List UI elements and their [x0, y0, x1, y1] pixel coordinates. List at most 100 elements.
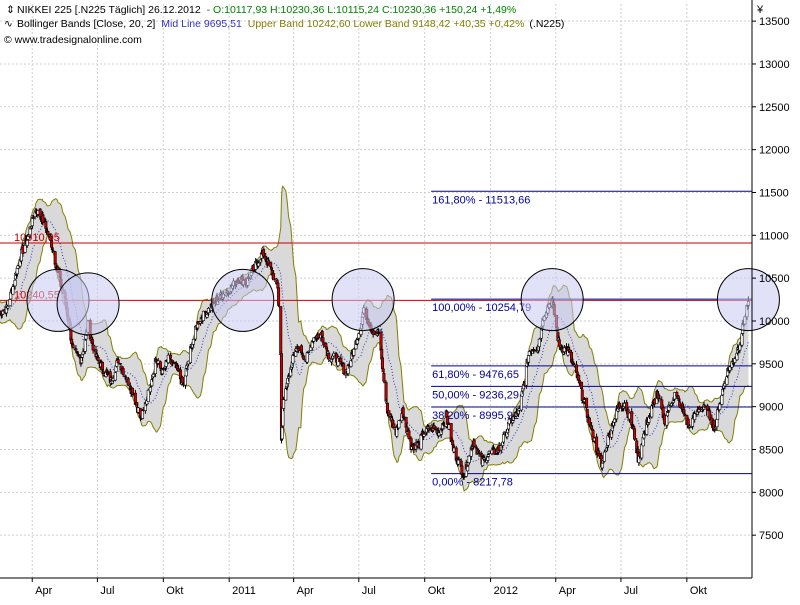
grid-layer [0, 4, 752, 578]
candle-body [280, 427, 284, 440]
candle-body [53, 251, 57, 265]
candle-body [26, 236, 30, 240]
y-tick-label: 9500 [759, 359, 783, 371]
candle-body [168, 354, 172, 359]
candle-body [51, 250, 55, 252]
candle-body [658, 398, 662, 401]
candle-body [486, 454, 490, 457]
candle-body [257, 262, 261, 267]
y-tick-label: 12000 [759, 145, 790, 157]
candle-body [282, 399, 286, 409]
candle-body [482, 457, 486, 460]
candle-body [467, 455, 471, 463]
candle-body [16, 265, 20, 269]
x-tick-label: Apr [559, 585, 576, 597]
y-tick-label: 8500 [759, 444, 783, 456]
candle-body [339, 357, 343, 362]
band-values: Upper Band 10242,60 Lower Band 9148,42 +… [248, 18, 525, 30]
candle-body [184, 368, 188, 377]
candle-body [191, 338, 195, 345]
candle-body [30, 215, 34, 226]
highlight-circle [331, 268, 395, 332]
fib-level-label: 38,20% - 8995,92 [432, 410, 519, 422]
candle-body [201, 310, 205, 322]
candle-body [44, 221, 48, 229]
candle-body [300, 345, 304, 354]
candle-body [25, 240, 29, 246]
candle-body [387, 410, 391, 416]
candle-body [382, 372, 386, 382]
candle-body [501, 434, 505, 443]
indicator-label: Bollinger Bands [Close, 20, 2] [17, 18, 155, 30]
candle-body [381, 368, 385, 373]
candle-body [460, 465, 464, 475]
candle-body [492, 448, 496, 455]
candle-body [101, 371, 105, 374]
candle-body [595, 436, 599, 453]
candle-body [297, 347, 301, 351]
candle-body [121, 368, 125, 375]
candle-body [668, 405, 672, 408]
candle-body [307, 351, 311, 353]
x-tick-label: Okt [166, 585, 183, 597]
candle-body [181, 376, 185, 384]
candle-body [49, 235, 53, 241]
ohlc-values: - O:10117,93 H:10230,36 L:10115,24 C:102… [207, 4, 517, 16]
candle-body [158, 361, 162, 369]
candle-body [146, 389, 150, 402]
candle-body [287, 376, 291, 379]
candle-body [728, 366, 732, 371]
y-tick-label: 7500 [759, 530, 783, 542]
candle-body [422, 433, 426, 437]
candle-body [150, 379, 154, 387]
x-tick-label: Okt [690, 585, 707, 597]
highlight-circle [716, 268, 780, 332]
candle-body [618, 403, 622, 408]
candle-body [327, 352, 331, 360]
candle-body [577, 374, 581, 381]
candle-body [74, 348, 78, 351]
candle-body [557, 339, 561, 347]
candle-body [126, 378, 130, 386]
candle-body [305, 352, 309, 363]
x-tick-label: 2012 [494, 585, 518, 597]
series-icon: ⇕ [6, 4, 15, 16]
candlestick-layer [0, 207, 750, 480]
candle-body [527, 355, 531, 363]
fibonacci-layer: 161,80% - 11513,66 100,00% - 10254,79 61,8… [431, 190, 752, 489]
candle-body [633, 428, 637, 440]
candle-body [647, 416, 651, 423]
candle-body [713, 428, 717, 430]
indicator-icon: ∿ [4, 18, 13, 30]
candle-body [161, 368, 165, 371]
candle-body [344, 373, 348, 376]
candle-body [100, 361, 104, 371]
y-tick-label: 11000 [759, 230, 789, 242]
x-tick-label: Okt [428, 585, 445, 597]
candle-body [462, 476, 466, 478]
candle-body [612, 418, 616, 423]
candle-body [320, 331, 324, 337]
candle-body [6, 305, 10, 309]
candle-body [693, 413, 697, 420]
candle-body [83, 339, 87, 352]
candle-body [166, 354, 170, 364]
highlight-circle [56, 272, 120, 336]
candle-body [355, 339, 359, 345]
y-tick-label: 10500 [759, 273, 790, 285]
candle-body [81, 351, 85, 355]
candle-body [567, 349, 571, 352]
candle-body [735, 352, 739, 361]
candle-body [397, 420, 401, 429]
candle-body [407, 430, 411, 439]
candle-body [666, 411, 670, 413]
fib-level-label: 50,00% - 9236,29 [432, 389, 519, 401]
candle-body [385, 401, 389, 404]
candle-body [562, 347, 566, 352]
y-tick-label: 13000 [759, 59, 790, 71]
candle-body [151, 373, 155, 378]
candle-body [70, 338, 74, 345]
candle-body [91, 344, 95, 351]
